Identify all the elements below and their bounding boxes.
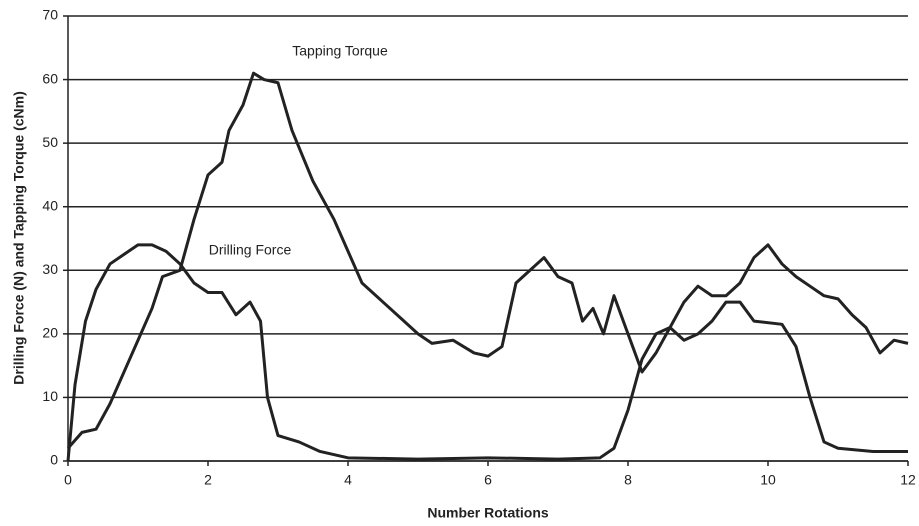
x-tick-label: 8 [624, 472, 632, 488]
y-tick-label: 50 [42, 134, 58, 150]
y-tick-label: 40 [42, 197, 58, 213]
x-tick-label: 4 [344, 472, 352, 488]
y-tick-label: 10 [42, 388, 58, 404]
series-label: Tapping Torque [292, 43, 388, 59]
y-tick-label: 30 [42, 261, 58, 277]
x-tick-label: 10 [760, 472, 776, 488]
y-tick-label: 60 [42, 70, 58, 86]
series-line [66, 71, 909, 450]
x-tick-label: 12 [900, 472, 916, 488]
y-axis-title: Drilling Force (N) and Tapping Torque (c… [11, 91, 27, 384]
x-tick-label: 6 [484, 472, 492, 488]
y-tick-label: 70 [42, 7, 58, 23]
x-axis-title: Number Rotations [427, 505, 549, 521]
y-tick-label: 20 [42, 325, 58, 341]
x-tick-label: 0 [64, 472, 72, 488]
y-tick-label: 0 [50, 452, 58, 468]
series-line [66, 243, 908, 462]
x-tick-label: 2 [204, 472, 212, 488]
series-label: Drilling Force [209, 242, 292, 258]
